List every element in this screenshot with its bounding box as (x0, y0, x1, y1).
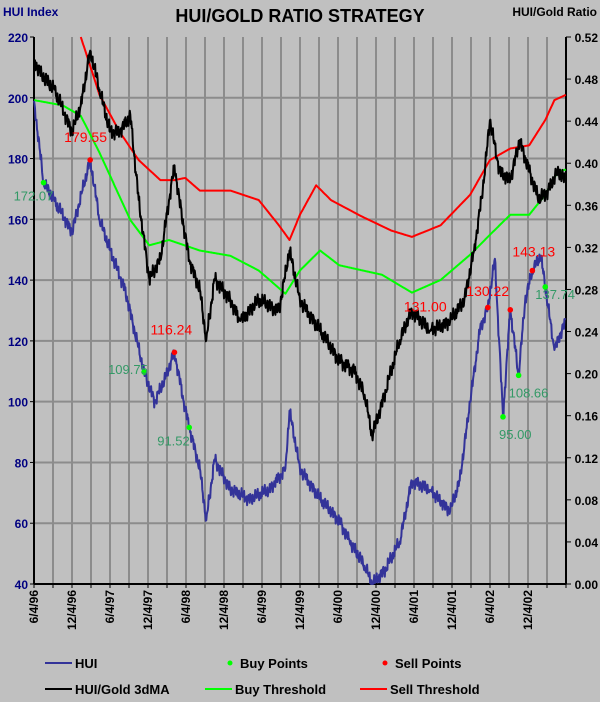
sell-point-label: 143.13 (512, 244, 555, 260)
legend-marker (227, 660, 233, 666)
x-tick-label: 12/4/99 (293, 590, 307, 630)
legend-label: Sell Threshold (390, 682, 480, 697)
chart-title: HUI/GOLD RATIO STRATEGY (175, 6, 425, 26)
buy-point-label: 108.66 (509, 385, 549, 400)
right-tick-label: 0.32 (575, 241, 599, 255)
left-axis-title: HUI Index (3, 5, 59, 19)
right-tick-label: 0.12 (575, 452, 599, 466)
right-tick-label: 0.00 (575, 578, 599, 592)
series-hui (33, 100, 567, 585)
sell-point (87, 157, 93, 163)
buy-point-label: 137.74 (535, 287, 575, 302)
right-tick-label: 0.44 (575, 115, 599, 129)
right-tick-label: 0.24 (575, 326, 599, 340)
series-hui-gold-3dma (33, 49, 567, 442)
right-tick-label: 0.16 (575, 410, 599, 424)
buy-point (141, 369, 147, 375)
left-tick-label: 60 (15, 517, 29, 531)
buy-point (500, 414, 506, 420)
x-tick-label: 6/4/96 (27, 590, 41, 624)
buy-point-label: 95.00 (499, 427, 532, 442)
sell-point-label: 179.55 (64, 129, 107, 145)
legend-label: Sell Points (395, 656, 461, 671)
buy-point-label: 172.07 (14, 189, 54, 204)
sell-point-label: 116.24 (150, 321, 192, 337)
x-tick-label: 12/4/97 (141, 590, 155, 630)
legend-label: HUI/Gold 3dMA (75, 682, 170, 697)
left-tick-label: 200 (8, 92, 28, 106)
sell-point (171, 349, 178, 356)
legend-label: HUI (75, 656, 97, 671)
x-tick-label: 6/4/99 (255, 590, 269, 624)
legend-label: Buy Threshold (235, 682, 326, 697)
buy-point (515, 372, 522, 379)
left-tick-label: 80 (15, 456, 29, 470)
sell-point (485, 304, 491, 311)
buy-point (40, 179, 47, 186)
sell-point-label: 130.22 (466, 283, 509, 299)
sell-point (507, 307, 514, 313)
buy-point (542, 284, 549, 290)
legend-label: Buy Points (240, 656, 308, 671)
left-tick-label: 140 (8, 274, 28, 288)
x-tick-label: 6/4/02 (483, 590, 497, 624)
x-tick-label: 12/4/02 (521, 590, 535, 630)
buy-point (186, 424, 193, 431)
right-tick-label: 0.36 (575, 199, 599, 213)
buy-point-label: 91.52 (157, 433, 190, 448)
series-buy-threshold (33, 99, 567, 295)
x-tick-label: 6/4/00 (331, 590, 345, 624)
sell-point (529, 267, 536, 274)
x-tick-label: 6/4/01 (407, 590, 421, 624)
left-tick-label: 220 (8, 31, 28, 45)
left-tick-label: 180 (8, 153, 28, 167)
right-tick-label: 0.04 (575, 536, 599, 550)
left-tick-label: 40 (15, 578, 29, 592)
x-tick-label: 12/4/01 (445, 590, 459, 630)
buy-point-label: 109.75 (108, 362, 148, 377)
right-tick-label: 0.20 (575, 368, 599, 382)
right-tick-label: 0.40 (575, 157, 599, 171)
left-tick-label: 160 (8, 213, 28, 227)
x-tick-label: 6/4/98 (179, 590, 193, 624)
x-tick-label: 12/4/96 (65, 590, 79, 630)
right-tick-label: 0.48 (575, 73, 599, 87)
right-axis-title: HUI/Gold Ratio (512, 5, 597, 19)
legend-marker (382, 660, 388, 666)
right-tick-label: 0.08 (575, 494, 599, 508)
sell-point-label: 131.00 (404, 298, 447, 314)
x-tick-label: 12/4/00 (369, 590, 383, 630)
right-tick-label: 0.28 (575, 283, 599, 297)
right-tick-label: 0.52 (575, 31, 599, 45)
left-tick-label: 100 (8, 396, 28, 410)
x-tick-label: 12/4/98 (217, 590, 231, 630)
x-tick-label: 6/4/97 (103, 590, 117, 624)
left-tick-label: 120 (8, 335, 28, 349)
